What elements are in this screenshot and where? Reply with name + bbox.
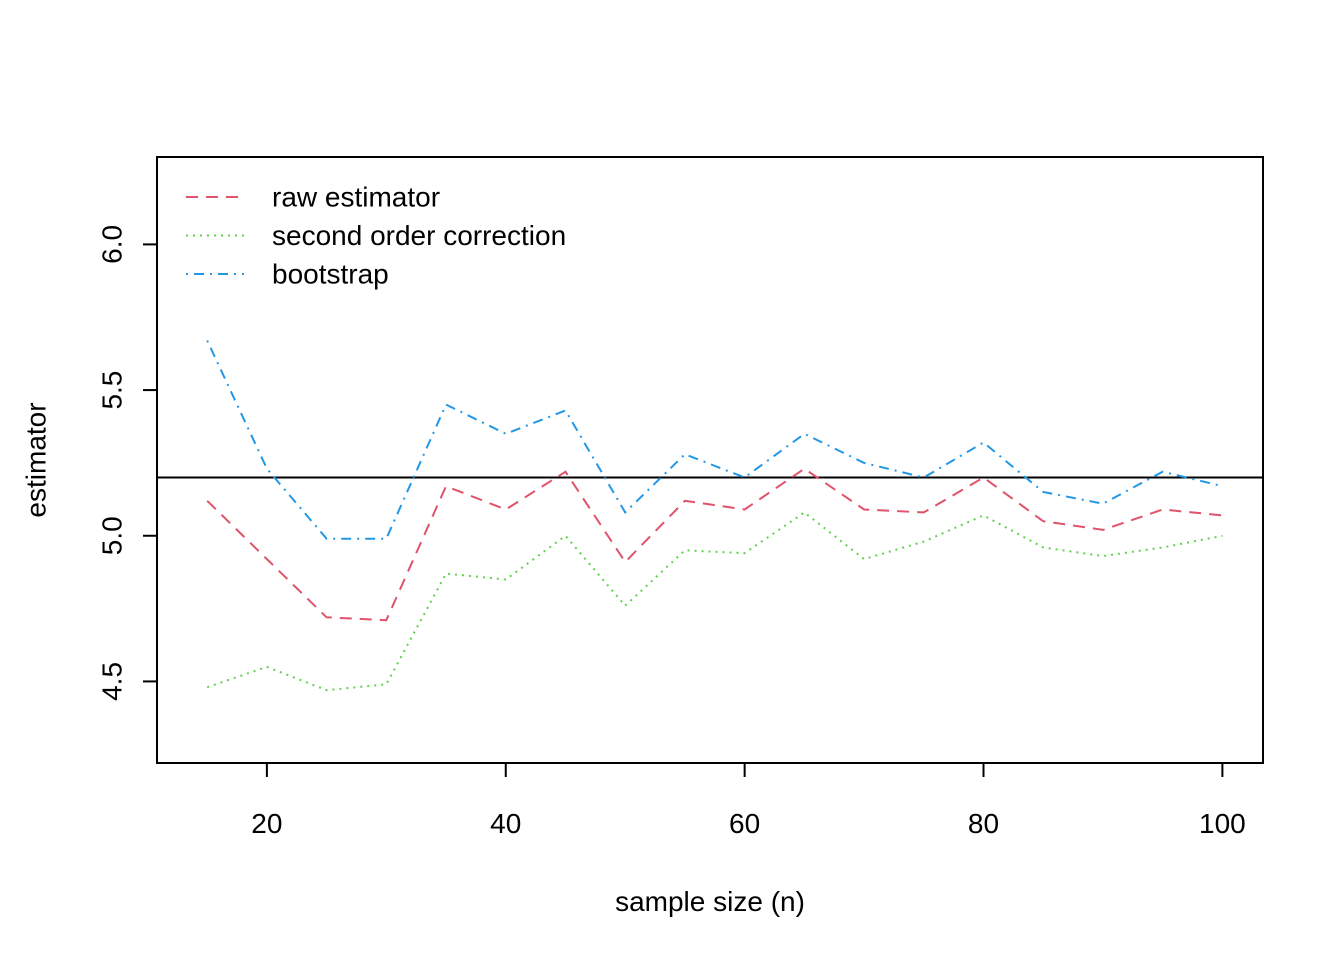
x-tick-label: 60 <box>729 808 760 839</box>
legend: raw estimator second order correction boot… <box>186 182 566 290</box>
series-layer <box>157 340 1263 692</box>
series-line-bootstrap <box>206 340 1223 540</box>
x-tick-label: 20 <box>251 808 282 839</box>
x-axis: 20 40 60 80 100 <box>251 762 1246 839</box>
x-tick-label: 40 <box>490 808 521 839</box>
x-axis-label: sample size (n) <box>615 886 805 917</box>
x-tick-label: 100 <box>1199 808 1246 839</box>
y-tick-label: 4.5 <box>97 662 128 701</box>
y-tick-label: 5.0 <box>97 516 128 555</box>
y-axis-label: estimator <box>21 402 52 517</box>
y-tick-label: 5.5 <box>97 371 128 410</box>
legend-label: second order correction <box>272 220 566 251</box>
y-tick-label: 6.0 <box>97 225 128 264</box>
y-axis: 4.5 5.0 5.5 6.0 <box>97 225 158 701</box>
x-tick-label: 80 <box>968 808 999 839</box>
legend-label: raw estimator <box>272 182 440 213</box>
legend-label: bootstrap <box>272 259 389 290</box>
